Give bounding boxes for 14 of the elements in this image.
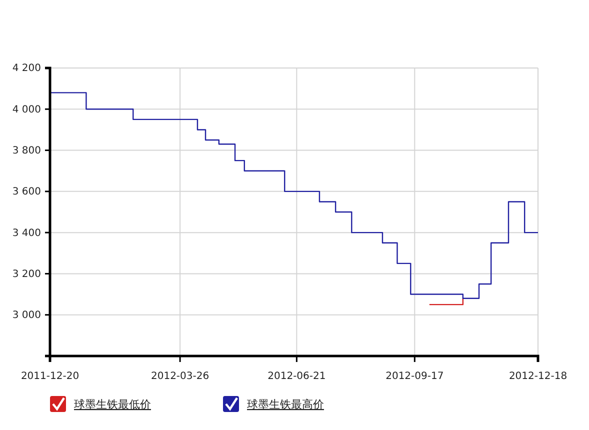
y-tick-label: 3 200 (12, 268, 41, 280)
x-tick-label: 2012-09-17 (386, 371, 444, 382)
legend-label: 球墨生铁最高价 (247, 398, 324, 411)
y-tick-label: 4 000 (12, 104, 41, 116)
x-tick-label: 2012-12-18 (508, 371, 568, 382)
y-tick-label: 3 000 (12, 310, 41, 322)
y-tick-label: 3 600 (12, 186, 41, 198)
x-tick-label: 2012-03-26 (150, 371, 210, 382)
legend-label: 球墨生铁最低价 (74, 398, 151, 411)
y-tick-label: 3 800 (12, 145, 41, 156)
x-tick-label: 2011-12-20 (20, 371, 80, 382)
y-tick-label: 3 400 (12, 228, 41, 239)
x-tick-label: 2012-06-21 (268, 371, 326, 382)
y-tick-label: 4 200 (12, 63, 41, 74)
